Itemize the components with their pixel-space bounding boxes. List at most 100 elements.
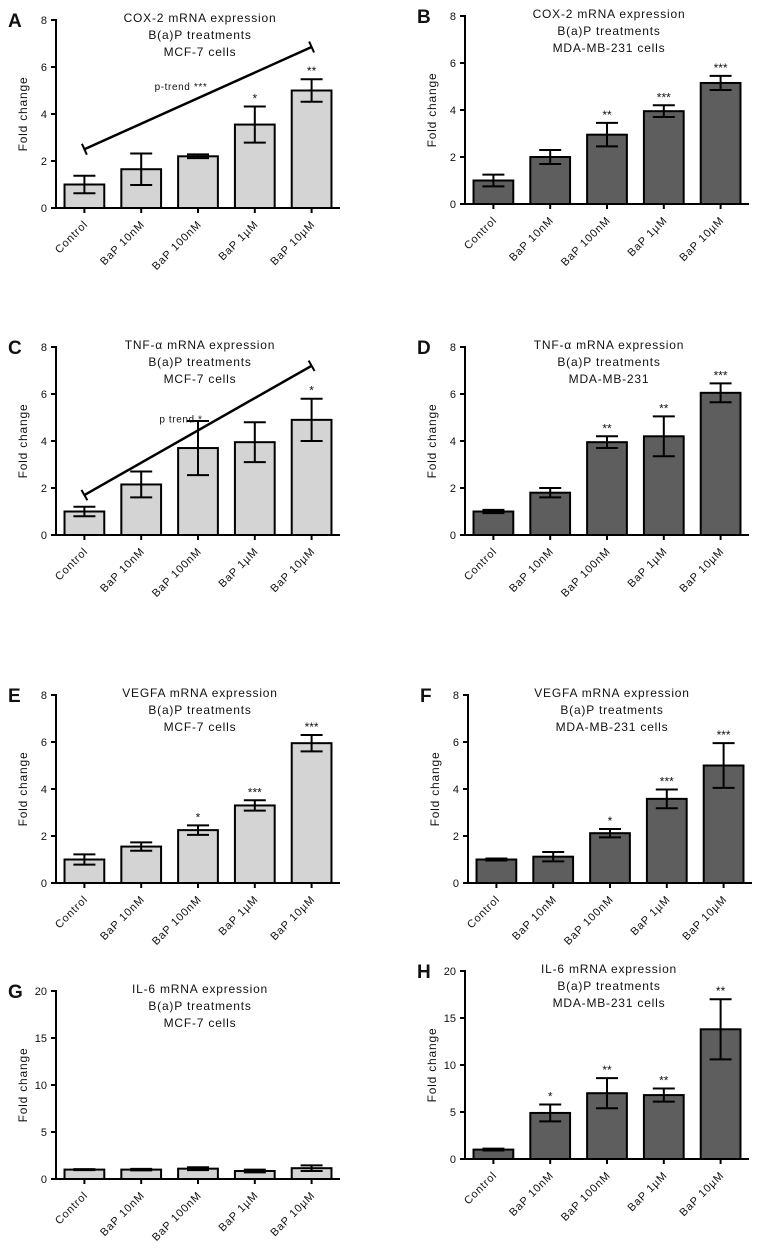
chart-title-line: MDA-MB-231 cells — [553, 996, 666, 1010]
x-tick-label: BaP 10µM — [677, 1170, 726, 1219]
chart-title-line: TNF-α mRNA expression — [534, 338, 684, 352]
y-tick-label: 0 — [41, 1174, 47, 1186]
significance-marker: * — [608, 814, 613, 828]
panel-h: H IL-6 mRNA expression B(a)P treatments MDA… — [417, 962, 749, 1224]
bar-bap-10-m — [290, 742, 333, 884]
x-tick-label: BaP 10µM — [677, 215, 726, 264]
x-tick-label: Control — [465, 894, 503, 932]
y-axis-label: Fold change — [16, 752, 30, 827]
bar-bap-1-m — [642, 110, 685, 205]
x-tick-label: BaP 10µM — [268, 546, 317, 595]
significance-marker: *** — [717, 728, 731, 742]
significance-marker: *** — [714, 61, 728, 75]
x-tick-label: BaP 10nM — [98, 546, 147, 595]
panel-d: D TNF-α mRNA expression B(a)P treatments MD… — [417, 338, 749, 600]
x-tick-label: BaP 1µM — [216, 546, 260, 590]
chart-title-line: B(a)P treatments — [148, 28, 251, 42]
y-tick-label: 8 — [450, 342, 456, 354]
x-tick-label: BaP 1µM — [625, 546, 669, 590]
y-axis-label: Fold change — [425, 73, 439, 148]
chart-title-line: IL-6 mRNA expression — [132, 982, 268, 996]
x-tick-label: BaP 100nM — [150, 1190, 204, 1244]
significance-marker: ** — [602, 108, 612, 122]
trend-cap — [81, 143, 88, 156]
y-tick-label: 0 — [41, 203, 47, 215]
y-axis-label: Fold change — [16, 404, 30, 479]
bar-control — [475, 858, 518, 884]
x-tick-label: Control — [53, 546, 91, 584]
trend-line — [83, 45, 313, 151]
x-tick-label: BaP 10µM — [268, 1190, 317, 1239]
significance-marker: ** — [307, 64, 317, 78]
x-tick-label: BaP 10nM — [507, 215, 556, 264]
significance-marker: ** — [659, 401, 669, 415]
panel-letter: A — [8, 11, 22, 32]
y-tick-label: 8 — [450, 11, 456, 23]
chart-title-line: TNF-α mRNA expression — [125, 338, 275, 352]
y-tick-label: 2 — [450, 152, 456, 164]
y-tick-label: 2 — [453, 831, 459, 843]
x-tick-label: BaP 1µM — [216, 219, 260, 263]
bar-control — [472, 510, 515, 536]
significance-marker: *** — [248, 785, 262, 799]
bar-bap-10-m — [290, 89, 333, 209]
x-tick-label: Control — [462, 546, 500, 584]
significance-marker: * — [196, 810, 201, 824]
y-tick-label: 20 — [444, 966, 456, 978]
x-tick-label: Control — [53, 894, 91, 932]
bar-bap-10nm — [120, 845, 163, 884]
y-tick-label: 5 — [41, 1127, 47, 1139]
bar-bap-100nm — [177, 155, 219, 210]
chart-title-line: MDA-MB-231 cells — [556, 720, 669, 734]
x-tick-label: BaP 100nM — [559, 1170, 613, 1224]
y-tick-label: 0 — [450, 1154, 456, 1166]
x-tick-label: BaP 10nM — [507, 546, 556, 595]
chart-title-line: MCF-7 cells — [164, 1016, 237, 1030]
bar-bap-1-m — [642, 1094, 685, 1160]
x-tick-label: Control — [53, 219, 91, 257]
y-tick-label: 2 — [41, 483, 47, 495]
significance-marker: ** — [659, 1074, 669, 1088]
chart-title-line: MCF-7 cells — [164, 45, 237, 59]
y-tick-label: 4 — [41, 436, 47, 448]
y-tick-label: 2 — [41, 831, 47, 843]
y-tick-label: 4 — [450, 436, 456, 448]
chart-title-line: IL-6 mRNA expression — [541, 962, 677, 976]
y-tick-label: 8 — [41, 15, 47, 27]
x-tick-label: BaP 1µM — [625, 1170, 669, 1214]
x-tick-label: Control — [462, 215, 500, 253]
y-axis-label: Fold change — [425, 1028, 439, 1103]
y-tick-label: 0 — [450, 199, 456, 211]
trend-cap — [308, 41, 315, 53]
chart-title-line: B(a)P treatments — [148, 703, 251, 717]
y-tick-label: 4 — [41, 109, 47, 121]
chart-title-line: B(a)P treatments — [148, 355, 251, 369]
significance-marker: ** — [602, 421, 612, 435]
panel-letter: G — [8, 982, 23, 1003]
y-tick-label: 0 — [41, 878, 47, 890]
x-tick-label: BaP 100nM — [559, 215, 613, 269]
y-axis-label: Fold change — [425, 404, 439, 479]
x-tick-label: BaP 100nM — [150, 894, 204, 948]
trend-cap — [80, 489, 89, 501]
trend-label: p trend * — [159, 414, 202, 425]
x-tick-label: BaP 100nM — [150, 546, 204, 600]
y-tick-label: 0 — [453, 878, 459, 890]
x-tick-label: BaP 10nM — [98, 894, 147, 943]
chart-title-line: COX-2 mRNA expression — [533, 7, 686, 21]
x-tick-label: BaP 10nM — [98, 1190, 147, 1239]
y-tick-label: 0 — [41, 530, 47, 542]
panel-f: F VEGFA mRNA expression B(a)P treatments MD… — [420, 686, 752, 948]
panel-letter: F — [420, 686, 432, 707]
panel-c: C TNF-α mRNA expression B(a)P treatments MC… — [8, 338, 340, 600]
bar-bap-100nm — [586, 441, 628, 536]
x-tick-label: Control — [462, 1170, 500, 1208]
significance-marker: * — [309, 384, 314, 398]
y-tick-label: 20 — [35, 986, 47, 998]
panel-e: E VEGFA mRNA expression B(a)P treatments MC… — [8, 686, 340, 948]
y-tick-label: 10 — [35, 1080, 47, 1092]
chart-title-line: VEGFA mRNA expression — [122, 686, 278, 700]
bar-bap-10nm — [529, 491, 572, 536]
chart-title-line: B(a)P treatments — [557, 979, 660, 993]
y-tick-label: 2 — [450, 483, 456, 495]
